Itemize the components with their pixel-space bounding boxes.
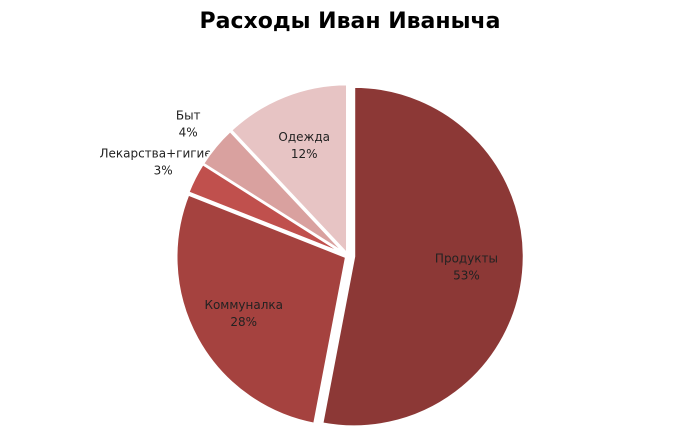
slice-label: Коммуналка (204, 298, 283, 312)
slice-label: Лекарства+гигиена (99, 146, 226, 160)
slice-label: Быт (176, 108, 201, 122)
slice-value-label: 3% (154, 163, 173, 177)
chart-title: Расходы Иван Иваныча (200, 9, 501, 34)
slice-value-label: 12% (291, 147, 318, 161)
slice-value-label: 53% (453, 269, 480, 283)
pie-slice (229, 82, 349, 258)
slice-label: Одежда (278, 130, 330, 144)
slice-value-label: 28% (230, 315, 257, 329)
slice-label: Продукты (435, 252, 498, 266)
pie-slice (320, 85, 526, 428)
slice-value-label: 4% (179, 125, 198, 139)
pie-slice (174, 192, 348, 426)
